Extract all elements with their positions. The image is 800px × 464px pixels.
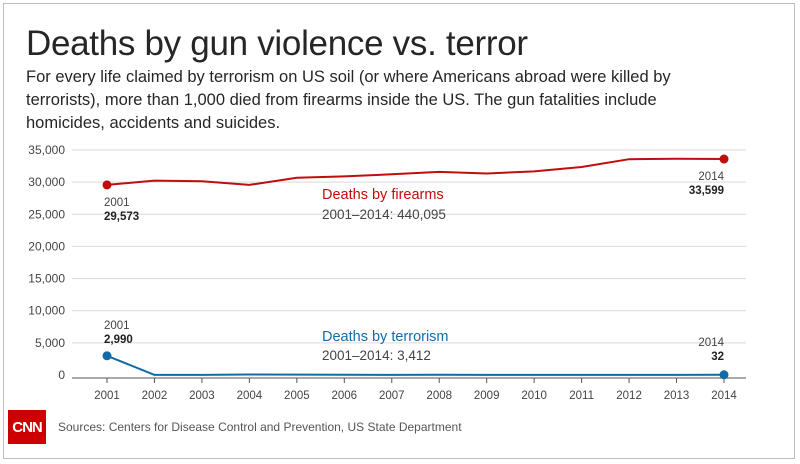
terrorism-end-year: 2014	[698, 337, 724, 349]
x-tick-label: 2003	[189, 390, 215, 402]
y-tick-label: 15,000	[28, 272, 65, 286]
y-tick-label: 0	[58, 368, 65, 382]
x-tick-label: 2006	[332, 390, 358, 402]
x-tick-label: 2004	[237, 390, 263, 402]
firearms-end-marker	[719, 154, 729, 164]
x-tick-label: 2012	[616, 390, 642, 402]
terrorism-start-value: 2,990	[104, 334, 133, 346]
chart-subtitle: For every life claimed by terrorism on U…	[26, 68, 671, 132]
terrorism-start-marker	[102, 351, 112, 361]
firearms-end-value: 33,599	[689, 185, 724, 197]
x-tick-label: 2014	[711, 390, 737, 402]
firearms-line	[106, 157, 725, 186]
terrorism-total-label: 2001–2014: 3,412	[322, 348, 431, 363]
chart-frame	[3, 3, 795, 459]
terrorism-series-label: Deaths by terrorism	[322, 329, 449, 345]
y-tick-label: 30,000	[28, 175, 65, 189]
x-tick-label: 2002	[142, 390, 168, 402]
terrorism-end-marker	[719, 370, 729, 380]
firearms-start-value: 29,573	[104, 211, 139, 223]
terrorism-start-year: 2001	[104, 320, 130, 332]
chart-title: Deaths by gun violence vs. terror	[26, 24, 528, 63]
firearms-end-year: 2014	[698, 171, 724, 183]
x-tick-label: 2008	[426, 390, 452, 402]
x-tick-label: 2007	[379, 390, 405, 402]
x-tick-label: 2001	[94, 390, 120, 402]
firearms-start-year: 2001	[104, 197, 130, 209]
sources-note: Sources: Centers for Disease Control and…	[58, 420, 462, 434]
y-tick-label: 5,000	[35, 336, 65, 350]
y-tick-label: 35,000	[28, 143, 65, 157]
x-tick-label: 2010	[521, 390, 547, 402]
x-tick-label: 2009	[474, 390, 500, 402]
terrorism-end-value: 32	[711, 351, 724, 363]
y-tick-label: 25,000	[28, 207, 65, 221]
cnn-logo: CNN	[8, 410, 46, 444]
y-tick-label: 10,000	[28, 304, 65, 318]
x-tick-label: 2013	[664, 390, 690, 402]
y-tick-label: 20,000	[28, 239, 65, 253]
firearms-start-marker	[102, 180, 112, 190]
firearms-total-label: 2001–2014: 440,095	[322, 207, 446, 222]
x-tick-label: 2011	[569, 390, 594, 402]
firearms-series-label: Deaths by firearms	[322, 187, 444, 203]
x-tick-label: 2005	[284, 390, 310, 402]
terrorism-line	[106, 354, 725, 376]
